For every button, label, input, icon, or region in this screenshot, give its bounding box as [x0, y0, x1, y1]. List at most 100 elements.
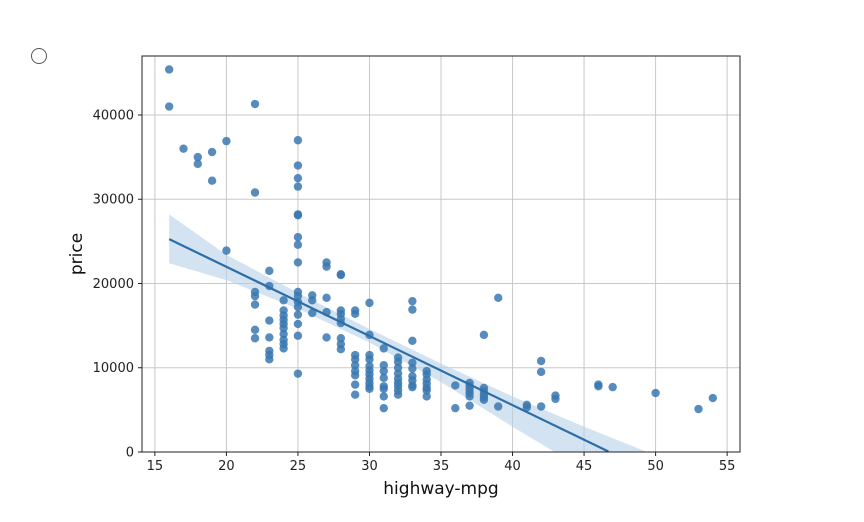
- data-point: [322, 262, 331, 271]
- data-point: [293, 331, 303, 340]
- data-point: [207, 147, 217, 157]
- data-point: [207, 176, 217, 185]
- data-point: [293, 291, 303, 301]
- data-point: [293, 310, 303, 319]
- data-point: [408, 382, 417, 392]
- x-tick-label: 55: [719, 459, 736, 474]
- data-point: [451, 381, 460, 390]
- data-point: [193, 152, 202, 162]
- data-point: [293, 258, 303, 267]
- data-point: [393, 357, 403, 367]
- data-point: [250, 291, 260, 301]
- data-point: [536, 367, 546, 377]
- data-point: [465, 401, 474, 410]
- data-point: [422, 392, 431, 401]
- x-tick-label: 50: [647, 459, 664, 474]
- regression-line: [168, 238, 609, 452]
- data-point: [379, 344, 388, 353]
- data-point: [708, 393, 718, 403]
- data-point: [494, 402, 503, 411]
- radio-circle-icon[interactable]: [31, 48, 47, 64]
- data-point: [408, 336, 417, 345]
- data-point: [694, 404, 703, 414]
- data-point: [408, 305, 417, 314]
- data-point: [279, 344, 288, 353]
- data-point: [408, 296, 417, 306]
- data-point: [451, 403, 460, 413]
- data-point: [250, 334, 260, 343]
- y-tick-label: 30000: [93, 193, 134, 208]
- data-point: [336, 270, 346, 280]
- data-point: [293, 319, 303, 329]
- x-tick-label: 35: [433, 459, 450, 474]
- data-point: [350, 371, 360, 380]
- data-point: [164, 102, 174, 111]
- data-point: [265, 266, 274, 276]
- data-point: [379, 373, 388, 383]
- data-point: [265, 316, 274, 325]
- data-point: [651, 388, 660, 398]
- data-point: [293, 232, 303, 242]
- data-point: [408, 358, 417, 367]
- data-point: [308, 296, 317, 305]
- data-point: [279, 323, 288, 333]
- data-point: [594, 382, 603, 391]
- data-point: [279, 329, 288, 339]
- data-point: [479, 395, 489, 404]
- data-point: [536, 356, 546, 366]
- data-point: [308, 308, 317, 318]
- data-point: [250, 300, 260, 309]
- x-axis-ticks: 15 20 25 30 35 40 45 50 55: [147, 452, 736, 474]
- data-point: [293, 211, 303, 220]
- x-tick-label: 20: [218, 459, 235, 474]
- y-tick-label: 0: [126, 446, 134, 461]
- data-point: [250, 325, 260, 335]
- data-point: [265, 333, 274, 342]
- data-point: [422, 386, 431, 395]
- data-point: [379, 366, 388, 376]
- x-tick-label: 15: [147, 459, 164, 474]
- x-tick-label: 25: [290, 459, 307, 474]
- data-point: [179, 144, 188, 153]
- data-point: [336, 334, 346, 343]
- data-point: [293, 302, 303, 312]
- data-point: [293, 161, 303, 170]
- data-point: [393, 363, 403, 372]
- x-tick-label: 45: [576, 459, 593, 474]
- data-point: [293, 136, 303, 145]
- data-point: [365, 384, 374, 394]
- data-point: [293, 369, 303, 378]
- data-point: [365, 298, 374, 308]
- data-point: [350, 361, 360, 370]
- data-point: [350, 355, 360, 364]
- y-tick-label: 20000: [93, 277, 134, 292]
- y-tick-label: 40000: [93, 108, 134, 123]
- x-tick-label: 40: [504, 459, 521, 474]
- data-point: [350, 309, 360, 319]
- data-point: [164, 65, 174, 74]
- data-point: [536, 402, 546, 411]
- data-point: [465, 392, 474, 401]
- y-tick-label: 10000: [93, 361, 134, 376]
- x-tick-label: 30: [361, 459, 378, 474]
- data-point: [608, 382, 617, 392]
- data-point: [250, 188, 260, 197]
- data-point: [408, 364, 417, 373]
- x-axis-label: highway-mpg: [383, 479, 498, 499]
- data-point: [322, 333, 331, 342]
- data-point: [379, 384, 388, 394]
- data-point: [293, 240, 303, 249]
- y-axis-label: price: [67, 233, 87, 275]
- data-point: [365, 355, 374, 364]
- data-point: [522, 403, 532, 412]
- regression-line-group: [168, 238, 609, 452]
- data-point: [551, 394, 560, 404]
- data-point: [279, 296, 288, 305]
- data-point: [222, 136, 231, 146]
- data-point: [222, 246, 231, 255]
- y-axis-ticks: 0 10000 20000 30000 40000: [93, 108, 142, 461]
- data-point: [479, 330, 489, 340]
- data-point: [322, 293, 331, 303]
- data-point: [193, 159, 202, 169]
- data-point: [379, 392, 388, 401]
